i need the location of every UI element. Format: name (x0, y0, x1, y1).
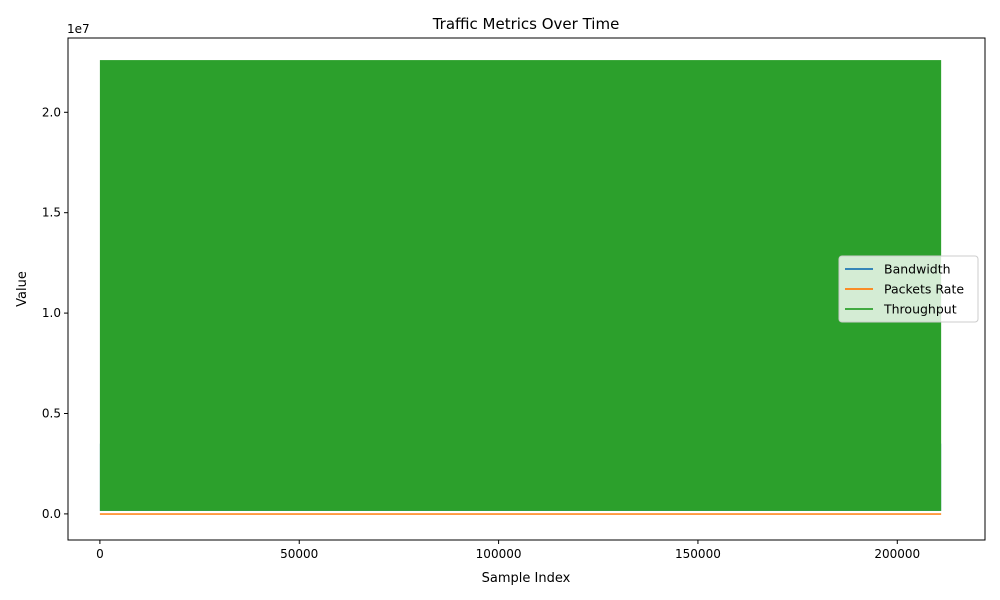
y-tick-label: 1.5 (42, 206, 61, 220)
legend-label: Throughput (883, 302, 957, 317)
chart-title: Traffic Metrics Over Time (432, 15, 620, 33)
x-tick-label: 150000 (675, 547, 721, 561)
x-tick-label: 50000 (280, 547, 318, 561)
legend-label: Packets Rate (884, 282, 964, 297)
series-3-line (99, 60, 942, 511)
legend-box (838, 255, 979, 323)
y-axis-label: Value (15, 271, 30, 307)
y-tick-label: 0.5 (42, 406, 61, 420)
legend-label: Bandwidth (884, 262, 951, 277)
plot-frame (67, 37, 986, 541)
y-offset-text: 1e7 (67, 22, 90, 36)
legend: Bandwidth Packets Rate Throughput (838, 255, 979, 323)
x-axis-label: Sample Index (482, 571, 571, 586)
y-axis: 0.0 0.5 1.0 1.5 2.0 (42, 105, 68, 521)
x-axis: 0 50000 100000 150000 200000 (96, 540, 920, 561)
x-tick-label: 100000 (476, 547, 522, 561)
x-tick-label: 0 (96, 547, 104, 561)
y-tick-label: 2.0 (42, 105, 61, 119)
plot-area (99, 60, 942, 515)
y-tick-label: 1.0 (42, 306, 61, 320)
x-tick-label: 200000 (874, 547, 920, 561)
series-2-line (99, 513, 942, 515)
y-tick-label: 0.0 (42, 507, 61, 521)
